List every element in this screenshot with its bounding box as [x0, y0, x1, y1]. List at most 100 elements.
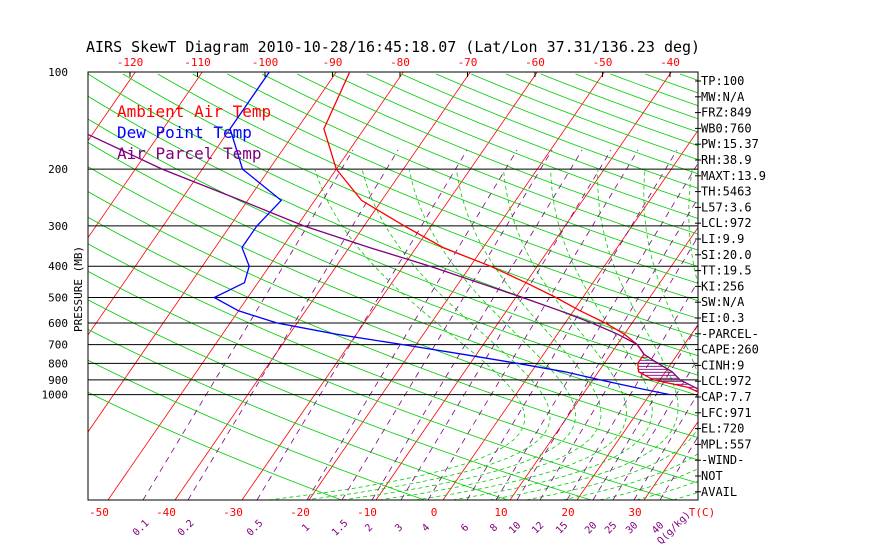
mixing-ratio-tick-label: 8	[488, 522, 500, 534]
isobars	[87, 71, 699, 501]
dry-adiabat-line	[401, 73, 698, 189]
bottom-tick-label: -10	[357, 506, 377, 519]
pressure-tick-label: 600	[48, 317, 68, 330]
index-label: WB0:760	[701, 121, 752, 135]
mixing-ratio-line	[592, 324, 698, 500]
mixing-ratio-line	[466, 149, 678, 500]
mixing-ratio-tick-label: 4	[420, 522, 432, 534]
isotherm-line	[0, 72, 68, 500]
dry-adiabat-line	[88, 95, 698, 357]
mixing-ratio-line	[495, 162, 698, 500]
mixing-ratio-tick-label: 1	[300, 522, 312, 534]
index-label: KI:256	[701, 279, 744, 293]
mixing-ratio-line	[516, 197, 698, 500]
top-tick-label: -60	[525, 56, 545, 69]
isotherm-line	[845, 72, 870, 500]
mixing-ratio-line	[566, 280, 698, 500]
moist-adiabat-line	[305, 169, 551, 500]
index-label: CAPE:260	[701, 343, 759, 357]
y-axis-label: PRESSURE (MB)	[72, 246, 85, 332]
index-label: LFC:971	[701, 406, 752, 420]
moist-adiabat-line	[378, 169, 602, 500]
bottom-tick-label: -30	[223, 506, 243, 519]
profile-line	[212, 72, 670, 396]
index-label: MPL:557	[701, 437, 752, 451]
index-label: AVAIL	[701, 485, 737, 499]
top-tick-label: -70	[458, 56, 478, 69]
mixing-ratio-tick-label: 0.5	[245, 518, 266, 539]
pressure-tick-label: 800	[48, 357, 68, 370]
profile-line	[88, 133, 698, 390]
moist-adiabat-line	[489, 169, 679, 500]
index-label: MW:N/A	[701, 90, 745, 104]
dry-adiabat-line	[157, 73, 698, 302]
profiles	[88, 72, 698, 396]
pressure-tick-label: 300	[48, 220, 68, 233]
index-label: L57:3.6	[701, 200, 752, 214]
top-tick-label: -110	[184, 56, 211, 69]
index-label: SI:20.0	[701, 248, 752, 262]
dry-adiabat-line	[192, 73, 698, 284]
bottom-tick-label: 0	[431, 506, 438, 519]
legend-label: Dew Point Temp	[117, 123, 252, 142]
mixing-ratio-tick-label: 1.5	[330, 518, 351, 539]
dry-adiabat-line	[88, 391, 342, 500]
index-label: CAP:7.7	[701, 390, 752, 404]
isotherm-line	[576, 323, 698, 500]
index-label: SW:N/A	[701, 295, 745, 309]
dry-adiabat-line	[785, 74, 870, 500]
dry-adiabat-line	[262, 73, 698, 251]
mixing-ratio-line	[427, 149, 639, 500]
top-temp-ticks: -120 -110 -100 -90 -80 -70 -60 -50 -40	[117, 56, 680, 77]
index-label: TT:19.5	[701, 264, 752, 278]
mixing-ratio-tick-label: 3	[393, 522, 405, 534]
mixing-ratio-tick-label: 0.1	[131, 518, 152, 539]
mixing-ratio-line	[371, 149, 583, 500]
dry-adiabat-line	[88, 166, 698, 417]
dry-adiabat-line	[505, 73, 698, 147]
index-label: NOT	[701, 469, 723, 483]
bottom-tick-label: -40	[156, 506, 176, 519]
moist-adiabat-line	[342, 169, 577, 500]
mixing-ratio-ticks: 0.1 0.2 0.5 1 1.5 2 3 4 6 8 10 12 15 20 25 30 40Q(g/kg)	[131, 509, 693, 547]
isotherm-line	[375, 72, 672, 500]
mixing-ratio-tick-label: 0.2	[176, 518, 197, 539]
mixing-ratio-line	[400, 149, 612, 500]
profile-line	[323, 72, 698, 393]
index-label: PW:15.37	[701, 137, 759, 151]
pressure-tick-label: 100	[48, 66, 68, 79]
dry-adiabat-line	[750, 74, 870, 500]
isotherm-line	[308, 72, 605, 500]
index-label: -PARCEL-	[701, 327, 759, 341]
top-tick-label: -100	[252, 56, 279, 69]
mixing-ratio-tick-label: 15	[554, 520, 570, 536]
mixing-ratio-line	[142, 149, 354, 500]
mixing-ratio-tick-label: 20	[583, 520, 599, 536]
moist-adiabat-line	[268, 169, 526, 500]
isotherm-line	[88, 72, 203, 239]
bottom-tick-label: -20	[290, 506, 310, 519]
top-tick-label: -80	[390, 56, 410, 69]
dry-adiabat-line	[296, 73, 698, 235]
isotherm-line	[442, 129, 698, 500]
dry-adiabat-line	[88, 118, 698, 376]
index-label: -WIND-	[701, 453, 744, 467]
bottom-tick-label: 20	[561, 506, 574, 519]
dry-adiabat-line	[854, 74, 870, 500]
isotherm-line	[88, 72, 270, 336]
moist-adiabat-line	[415, 169, 628, 500]
top-tick-label: -120	[117, 56, 144, 69]
bottom-tick-label: -50	[89, 506, 109, 519]
index-label: EL:720	[701, 422, 744, 436]
pressure-tick-label: 1000	[42, 389, 69, 402]
dry-adiabat-line	[88, 359, 425, 500]
index-label: CINH:9	[701, 358, 744, 372]
pressure-tick-label: 500	[48, 291, 68, 304]
mixing-ratio-line	[187, 149, 399, 500]
dry-adiabat-line	[122, 73, 698, 319]
isotherm-line	[174, 72, 471, 500]
index-label: MAXT:13.9	[701, 169, 766, 183]
pressure-tick-label: 900	[48, 374, 68, 387]
